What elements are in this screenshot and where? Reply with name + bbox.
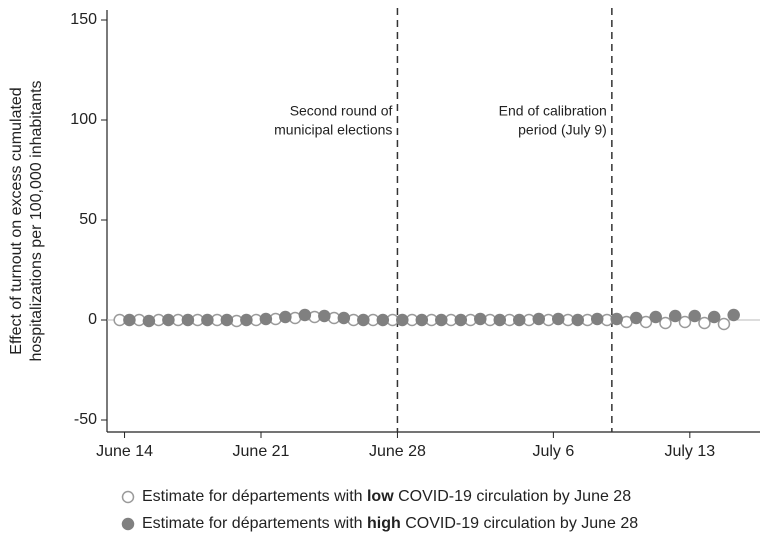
y-tick-label: 50 — [79, 211, 97, 228]
legend-text: COVID-19 circulation by June 28 — [401, 515, 639, 532]
y-tick-label: 100 — [70, 111, 97, 128]
point — [181, 313, 195, 327]
y-axis-label: Effect of turnout on excess cumulated — [8, 87, 25, 354]
point — [454, 313, 468, 327]
x-tick-label: July 13 — [664, 443, 715, 460]
point — [552, 312, 565, 326]
point — [123, 313, 136, 327]
point — [142, 314, 156, 328]
annotation: Second round of — [290, 103, 393, 119]
point — [493, 313, 507, 327]
legend-text: Estimate for départements with — [142, 515, 367, 532]
point — [727, 308, 740, 322]
legend-text: Estimate for départements with — [142, 488, 367, 505]
point — [629, 311, 643, 325]
point — [376, 313, 390, 327]
point — [513, 313, 526, 327]
legend-label: Estimate for départements with low COVID… — [142, 488, 631, 505]
point — [590, 312, 604, 326]
legend-marker — [121, 490, 135, 504]
point — [337, 311, 351, 325]
point — [717, 317, 731, 331]
point — [688, 309, 701, 323]
legend-label: Estimate for départements with high COVI… — [142, 515, 638, 532]
annotation: End of calibration — [499, 103, 607, 119]
point — [220, 313, 234, 327]
point — [201, 313, 214, 327]
point — [532, 312, 546, 326]
x-tick-label: July 6 — [532, 443, 574, 460]
y-tick-label: 150 — [70, 11, 97, 28]
y-tick-label: -50 — [74, 411, 97, 428]
point — [435, 313, 448, 327]
x-tick-label: June 21 — [233, 443, 290, 460]
point — [707, 310, 721, 324]
y-axis-label: hospitalizations per 100,000 inhabitants — [28, 80, 45, 361]
x-tick-label: June 28 — [369, 443, 426, 460]
point — [396, 313, 409, 327]
point — [474, 312, 487, 326]
point — [279, 310, 292, 324]
point — [698, 316, 711, 330]
point — [298, 308, 312, 322]
point — [571, 313, 584, 327]
point — [240, 313, 253, 327]
legend-text: low — [367, 488, 394, 505]
point — [610, 312, 623, 326]
point — [668, 309, 682, 323]
point — [259, 312, 273, 326]
x-tick-label: June 14 — [96, 443, 153, 460]
legend-marker — [121, 517, 135, 531]
legend-text: high — [367, 515, 401, 532]
y-tick-label: 0 — [88, 311, 97, 328]
legend-text: COVID-19 circulation by June 28 — [394, 488, 632, 505]
point — [162, 313, 175, 327]
point — [357, 313, 370, 327]
point — [649, 310, 662, 324]
point — [318, 309, 331, 323]
point — [678, 315, 692, 329]
annotation: municipal elections — [274, 122, 392, 138]
annotation: period (July 9) — [518, 122, 607, 138]
point — [659, 316, 672, 330]
point — [415, 313, 429, 327]
